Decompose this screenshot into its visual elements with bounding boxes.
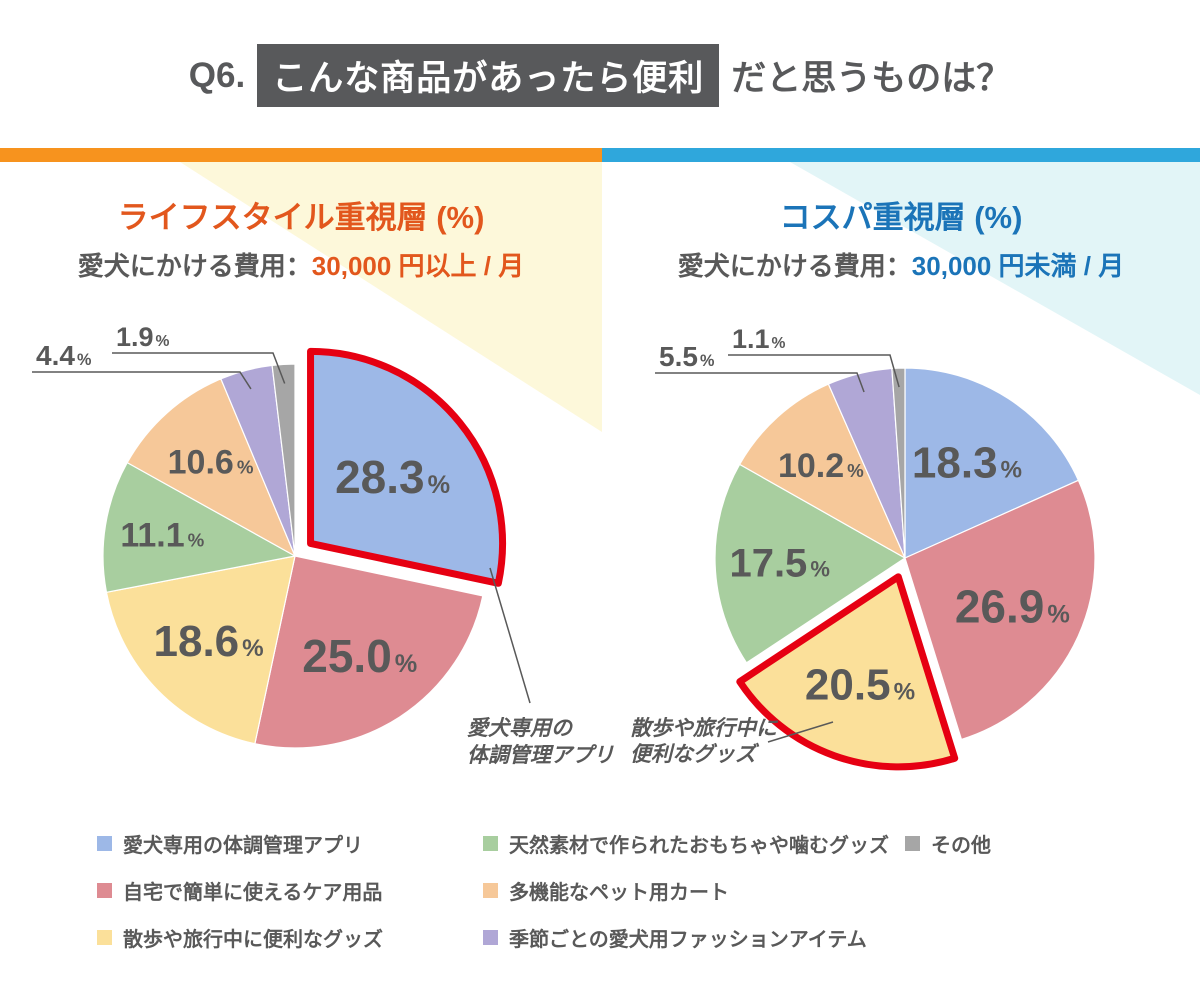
legend-item: 愛犬専用の体調管理アプリ bbox=[97, 820, 383, 867]
legend-label: 愛犬専用の体調管理アプリ bbox=[123, 835, 363, 857]
pie-slice-1 bbox=[904, 479, 1096, 741]
pie-slice-2 bbox=[736, 573, 959, 771]
left-chart-title: ライフスタイル重視層 (%) bbox=[117, 200, 485, 235]
pie-slice-6 bbox=[891, 367, 906, 559]
question-highlight-box: こんな商品があったら便利 bbox=[257, 44, 720, 107]
question-title: Q6. こんな商品があったら便利 だと思うものは？ bbox=[0, 44, 1200, 107]
callout-text: 愛犬専用の体調管理アプリ bbox=[467, 716, 614, 767]
legend-column-2: 天然素材で作られたおもちゃや噛むグッズ 多機能なペット用カート季節ごとの愛犬用ファ… bbox=[483, 820, 889, 961]
pie-outside-label: 1.9% bbox=[116, 322, 170, 352]
legend-swatch-icon bbox=[97, 836, 112, 851]
pie-inside-label: 26.9% bbox=[955, 581, 1070, 633]
pie-lifestyle: 28.3 % 25.0 % 18.6 % 11.1 % 10.6 % 4.4 % 1.9 % 愛犬専用の体調… bbox=[32, 322, 614, 767]
pie-outside-label: 4.4% bbox=[36, 340, 91, 371]
legend-swatch-icon bbox=[483, 883, 498, 898]
pie-inside-label: 10.6% bbox=[168, 443, 254, 481]
leader-line bbox=[112, 352, 286, 384]
question-number: Q6. bbox=[188, 55, 246, 95]
legend-item: 季節ごとの愛犬用ファッションアイテム bbox=[483, 914, 889, 961]
pie-inside-label: 10.2% bbox=[778, 447, 864, 485]
pie-slice-6 bbox=[271, 363, 296, 557]
pie-slice-2 bbox=[105, 555, 296, 745]
legend: 愛犬専用の体調管理アプリ 自宅で簡単に使えるケア用品 散歩や旅行中に便利なグッズ 天然… bbox=[0, 820, 1200, 965]
pie-slice-3 bbox=[102, 462, 296, 593]
legend-item: 多機能なペット用カート bbox=[483, 867, 889, 914]
left-subtitle-value: 30,000 円以上 / 月 bbox=[311, 251, 525, 281]
callout-line bbox=[489, 567, 531, 704]
legend-label: その他 bbox=[931, 835, 991, 857]
pie-slice-0 bbox=[307, 347, 506, 587]
pie-inside-label: 18.3% bbox=[912, 439, 1022, 488]
callout-text: 散歩や旅行中に便利なグッズ bbox=[630, 716, 779, 766]
pie-inside-label: 17.5% bbox=[729, 541, 829, 585]
pie-slice-3 bbox=[714, 463, 906, 664]
legend-label: 天然素材で作られたおもちゃや噛むグッズ bbox=[509, 835, 889, 857]
question-suffix: だと思うものは？ bbox=[731, 59, 1012, 98]
left-subtitle-prefix: 愛犬にかける費用： bbox=[77, 251, 312, 281]
pie-slice-4 bbox=[126, 378, 296, 557]
top-bar-blue bbox=[602, 148, 1200, 162]
legend-item: 散歩や旅行中に便利なグッズ bbox=[97, 914, 383, 961]
right-chart-title: コスパ重視層 (%) bbox=[779, 200, 1023, 235]
legend-item: その他 bbox=[905, 820, 991, 867]
right-subtitle-value: 30,000 円未満 / 月 bbox=[911, 251, 1125, 281]
leader-line bbox=[728, 354, 900, 388]
pie-inside-label: 11.1% bbox=[120, 517, 204, 555]
pie-inside-label: 28.3% bbox=[335, 451, 450, 503]
pie-inside-label: 25.0% bbox=[302, 630, 417, 682]
leader-line bbox=[32, 371, 252, 390]
left-chart-subtitle: 愛犬にかける費用：30,000 円以上 / 月 bbox=[0, 251, 602, 281]
legend-swatch-icon bbox=[483, 836, 498, 851]
legend-item: 自宅で簡単に使えるケア用品 bbox=[97, 867, 383, 914]
legend-swatch-icon bbox=[905, 836, 920, 851]
legend-label: 多機能なペット用カート bbox=[509, 882, 729, 904]
legend-swatch-icon bbox=[97, 883, 112, 898]
pie-inside-label: 20.5% bbox=[805, 661, 915, 710]
legend-column-3: その他 bbox=[905, 820, 991, 867]
pie-slice-0 bbox=[904, 367, 1080, 559]
pie-slice-4 bbox=[739, 383, 906, 559]
top-bar-orange bbox=[0, 148, 602, 162]
background-triangle-right bbox=[790, 162, 1200, 395]
legend-swatch-icon bbox=[483, 930, 498, 945]
pie-inside-label: 18.6% bbox=[154, 617, 264, 666]
legend-swatch-icon bbox=[97, 930, 112, 945]
callout-line bbox=[767, 721, 834, 743]
pie-outside-label: 1.1% bbox=[732, 324, 786, 354]
right-chart-subtitle: 愛犬にかける費用：30,000 円未満 / 月 bbox=[602, 251, 1200, 281]
leader-line bbox=[655, 372, 865, 393]
pie-cost-performance: 18.3 % 26.9 % 20.5 % 17.5 % 10.2 % 5.5 % 1.1 % 散歩や旅行中に… bbox=[630, 324, 1096, 771]
legend-label: 自宅で簡単に使えるケア用品 bbox=[123, 882, 383, 904]
pie-outside-label: 5.5% bbox=[659, 341, 714, 372]
background-triangle-left bbox=[180, 162, 602, 432]
right-subtitle-prefix: 愛犬にかける費用： bbox=[677, 251, 912, 281]
legend-label: 散歩や旅行中に便利なグッズ bbox=[123, 929, 383, 951]
legend-label: 季節ごとの愛犬用ファッションアイテム bbox=[509, 929, 867, 951]
legend-item: 天然素材で作られたおもちゃや噛むグッズ bbox=[483, 820, 889, 867]
pie-slice-1 bbox=[254, 555, 484, 749]
legend-column-1: 愛犬専用の体調管理アプリ 自宅で簡単に使えるケア用品 散歩や旅行中に便利なグッズ bbox=[97, 820, 383, 961]
